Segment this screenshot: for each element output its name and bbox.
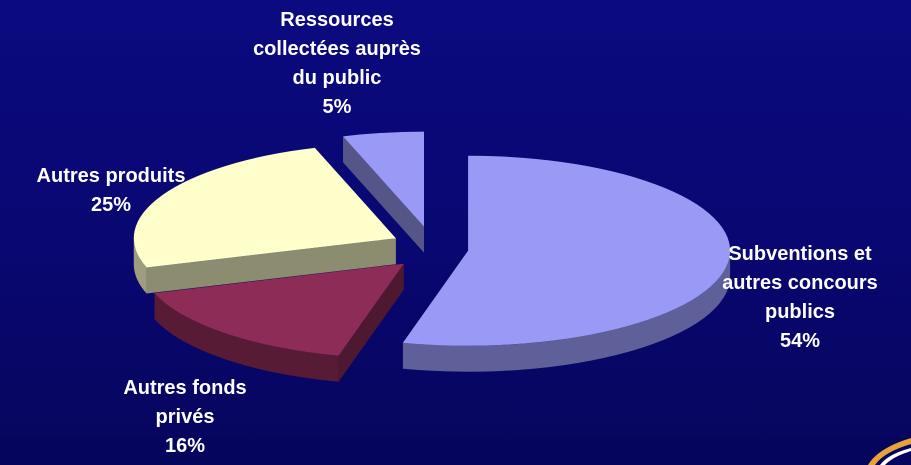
slice-label-subventions: Subventions et autres concours publics 5… <box>690 240 910 356</box>
slice-label-ressources-public-line-3: du public <box>292 67 382 89</box>
slice-label-subventions-line-3: publics <box>764 301 835 323</box>
slice-label-autres-produits: Autres produits 25% <box>0 162 222 220</box>
slice-label-autres-fonds-prives-line-2: privés <box>155 406 215 428</box>
slice-label-ressources-public-line-1: Ressources <box>280 9 394 31</box>
slice-label-autres-fonds-prives: Autres fonds privés 16% <box>80 374 290 461</box>
pie-slice-autres-produits <box>133 147 396 294</box>
slice-percent-autres-produits: 25% <box>90 194 132 216</box>
slice-label-subventions-line-2: autres concours <box>722 272 878 294</box>
slice-percent-ressources-public: 5% <box>322 96 352 118</box>
corner-logo-mark <box>868 438 911 465</box>
pie-slice-autres-fonds-prives <box>154 263 404 382</box>
slice-label-subventions-line-1: Subventions et <box>728 243 872 265</box>
slice-percent-subventions: 54% <box>779 330 821 352</box>
slice-label-ressources-public-line-2: collectées auprès <box>253 38 421 60</box>
slice-label-autres-fonds-prives-line-1: Autres fonds <box>123 377 247 399</box>
pie-slice-ressources-public <box>343 131 424 253</box>
pie-slice-subventions <box>402 155 731 372</box>
slice-percent-autres-fonds-prives: 16% <box>164 435 206 457</box>
slice-label-ressources-public: Ressources collectées auprès du public 5… <box>212 6 462 122</box>
slice-label-autres-produits-line-1: Autres produits <box>36 165 186 187</box>
